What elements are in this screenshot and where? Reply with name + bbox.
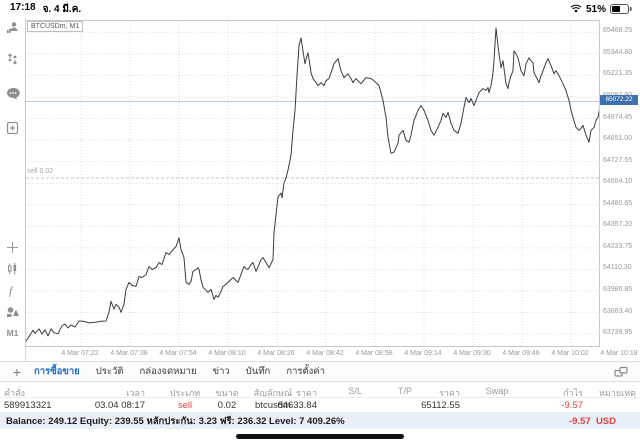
y-axis-label: 63863.40 <box>603 307 633 315</box>
y-axis-label: 63986.85 <box>603 286 633 293</box>
column-header-comment: หมายเหตุ <box>598 388 636 398</box>
chat-icon[interactable] <box>0 83 25 103</box>
y-axis-label: 64974.45 <box>603 113 633 121</box>
y-axis-label: 65221.35 <box>603 70 633 78</box>
date-text: จ. 4 มี.ค. <box>42 3 82 15</box>
transfer-arrows-icon[interactable] <box>0 49 25 69</box>
timeframe-label: M1 <box>6 328 19 338</box>
column-header-price-current: ราคา <box>439 388 460 398</box>
chart-symbol-label: BTCUSDm, M1 <box>27 21 84 32</box>
column-header-type: ประเภท <box>169 388 201 398</box>
tab-trade[interactable]: การซื้อขาย <box>34 366 80 377</box>
account-summary-bar: Balance: 249.12 Equity: 239.55 หลักประกั… <box>0 413 640 429</box>
column-header-time: เวลา <box>126 388 145 398</box>
crosshair-icon[interactable] <box>0 237 25 257</box>
chart-canvas[interactable] <box>25 20 600 347</box>
x-axis-label: 4 Mar 07:54 <box>159 350 197 357</box>
position-cell-time[interactable]: 03.04 08:17 <box>94 400 145 411</box>
x-axis-label: 4 Mar 10:18 <box>600 350 638 357</box>
x-axis-label: 4 Mar 07:38 <box>110 350 148 357</box>
battery-icon <box>610 4 632 14</box>
indicators-icon[interactable]: f <box>0 280 25 300</box>
position-cell-volume[interactable]: 0.02 <box>217 400 237 411</box>
position-line-label: sell 0.02 <box>27 168 54 176</box>
price-line <box>26 27 599 342</box>
balance-summary-text: Balance: 249.12 Equity: 239.55 หลักประกั… <box>6 415 345 427</box>
column-header-order: คำสั่ง <box>4 388 25 398</box>
y-axis-label: 64727.55 <box>603 156 633 164</box>
chart-type-icon[interactable] <box>0 259 25 279</box>
x-axis-label: 4 Mar 09:30 <box>453 350 491 357</box>
x-axis-label: 4 Mar 08:10 <box>208 350 246 357</box>
y-axis-label: 64604.10 <box>603 178 633 186</box>
x-axis-label: 4 Mar 08:26 <box>257 350 295 357</box>
windows-icon[interactable] <box>614 366 628 378</box>
home-indicator[interactable] <box>236 434 404 439</box>
x-axis-label: 4 Mar 09:46 <box>502 350 540 357</box>
position-cell-type[interactable]: sell <box>177 400 193 411</box>
column-header-volume: ขนาด <box>215 388 239 398</box>
x-axis-label: 4 Mar 08:58 <box>355 350 393 357</box>
y-axis-label: 65468.25 <box>603 27 633 35</box>
floating-profit: -9.57 USD <box>569 415 616 427</box>
position-cell-price-current[interactable]: 65112.55 <box>421 400 460 411</box>
column-header-price-open: ราคา <box>296 388 317 398</box>
tab-history[interactable]: ประวัติ <box>95 366 124 377</box>
tab-journal[interactable]: บันทึก <box>245 366 271 377</box>
new-order-icon[interactable] <box>0 118 25 138</box>
status-bar: 17:18 จ. 4 มี.ค. 51% <box>0 0 640 18</box>
plus-icon[interactable]: + <box>12 363 22 380</box>
y-axis-label: 64480.65 <box>603 199 633 207</box>
y-axis-label: 65344.80 <box>603 48 633 56</box>
tab-settings[interactable]: การตั้งค่า <box>286 366 325 377</box>
x-axis-label: 4 Mar 09:14 <box>404 350 442 357</box>
column-header-symbol: สัญลักษณ์ <box>253 388 293 398</box>
position-cell-symbol[interactable]: btcusdm <box>255 400 291 411</box>
position-cell-profit[interactable]: -9.57 <box>561 400 583 411</box>
column-header-sl: S/L <box>348 386 362 396</box>
tab-news[interactable]: ข่าว <box>212 366 230 377</box>
position-cell-price-open[interactable]: 64633.84 <box>277 400 317 411</box>
svg-text:f: f <box>9 283 14 297</box>
left-toolbar: f M1 <box>0 18 26 361</box>
column-header-tp: T/P <box>397 386 412 396</box>
column-header-profit: กำไร <box>563 388 583 398</box>
position-cell-order[interactable]: 589913321 <box>4 400 52 411</box>
current-price-badge: 65072.22 <box>600 95 638 106</box>
y-axis-label: 63739.95 <box>603 329 633 337</box>
x-axis-label: 4 Mar 07:22 <box>61 350 99 357</box>
y-axis-label: 64233.75 <box>603 242 633 250</box>
y-axis-label: 64851.00 <box>603 135 633 143</box>
bottom-tab-bar: + การซื้อขาย ประวัติ กล่องจดหมาย ข่าว บันทึก… <box>0 361 640 382</box>
column-header-swap: Swap <box>485 386 509 396</box>
x-axis-label: 4 Mar 10:02 <box>551 350 589 357</box>
wifi-icon <box>570 4 582 14</box>
objects-icon[interactable] <box>0 301 25 321</box>
y-axis-label: 64357.20 <box>603 221 633 229</box>
y-axis-label: 64110.30 <box>603 264 632 272</box>
clock-text: 17:18 <box>10 1 36 13</box>
timeframe-button[interactable]: M1 <box>0 323 25 343</box>
battery-percent: 51% <box>585 3 606 15</box>
row-divider <box>0 412 640 413</box>
account-icon[interactable] <box>0 18 25 38</box>
tab-mailbox[interactable]: กล่องจดหมาย <box>139 366 197 377</box>
x-axis-label: 4 Mar 08:42 <box>306 350 344 357</box>
row-divider <box>0 397 640 398</box>
